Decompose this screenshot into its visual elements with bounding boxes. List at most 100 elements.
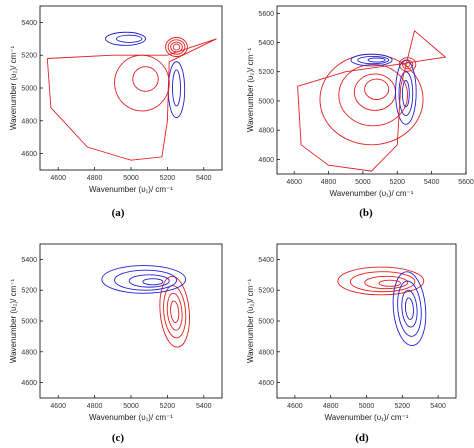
y-tick-label: 5000 xyxy=(258,98,274,105)
contour-area xyxy=(101,265,190,348)
panel-caption: (d) xyxy=(355,432,369,444)
panel-2: 4600 4800 5000 5200 5400 5600 4600 4800 5000 5200… xyxy=(246,5,474,219)
y-tick-label: 4600 xyxy=(21,151,37,158)
positive-contour xyxy=(46,38,217,161)
y-tick-label: 4600 xyxy=(258,157,274,164)
positive-contour xyxy=(378,279,401,287)
y-tick-label: 5200 xyxy=(258,288,274,295)
y-axis-label: Wavenumber (υ₂)/ cm⁻¹ xyxy=(9,46,18,131)
x-tick-label: 5200 xyxy=(389,179,405,186)
plot-frame xyxy=(39,5,223,171)
y-tick-label: 4800 xyxy=(258,349,274,356)
negative-contour xyxy=(172,69,181,107)
positive-contour xyxy=(165,37,188,57)
panel-caption: (c) xyxy=(112,432,125,444)
y-tick-label: 5400 xyxy=(258,257,274,264)
x-tick-label: 5400 xyxy=(196,403,212,410)
x-tick-label: 5200 xyxy=(395,403,411,410)
x-tick-label: 5400 xyxy=(424,179,440,186)
x-tick-label: 5000 xyxy=(123,403,139,410)
panel-4: 4600 4800 5000 5200 5400 4600 4800 5000 5200 5400… xyxy=(246,243,457,444)
positive-contour xyxy=(364,275,409,290)
x-tick-label: 4600 xyxy=(286,179,302,186)
y-tick-label: 5400 xyxy=(21,20,37,27)
y-tick-label: 5000 xyxy=(21,86,37,93)
plot-frame xyxy=(276,5,467,175)
x-tick-label: 4800 xyxy=(323,403,339,410)
y-tick-label: 5000 xyxy=(258,319,274,326)
positive-contour xyxy=(349,271,416,293)
positive-contour xyxy=(159,276,190,348)
negative-contour xyxy=(392,271,427,346)
x-tick-label: 5200 xyxy=(160,403,176,410)
x-tick-label: 5000 xyxy=(359,403,375,410)
x-tick-label: 4800 xyxy=(87,175,103,182)
negative-contour xyxy=(357,55,390,65)
y-tick-label: 4600 xyxy=(21,380,37,387)
negative-contour xyxy=(105,31,147,46)
negative-contour xyxy=(115,34,143,43)
y-tick-label: 5200 xyxy=(21,53,37,60)
x-tick-label: 5400 xyxy=(430,403,446,410)
x-axis-label: Wavenumber (υ₁)/ cm⁻¹ xyxy=(89,185,173,194)
x-tick-label: 5600 xyxy=(458,179,474,186)
plot-frame xyxy=(276,243,457,399)
y-tick-label: 4800 xyxy=(258,128,274,135)
contour-area xyxy=(337,266,427,346)
positive-contour xyxy=(132,66,159,92)
x-tick-label: 5000 xyxy=(123,175,139,182)
plot-frame xyxy=(39,243,223,399)
negative-contour xyxy=(401,80,410,108)
x-axis-label: Wavenumber (υ₁)/ cm⁻¹ xyxy=(325,413,409,422)
negative-contour xyxy=(401,289,418,328)
contour-area xyxy=(46,31,217,161)
y-tick-label: 4600 xyxy=(258,380,274,387)
y-tick-label: 5000 xyxy=(21,319,37,326)
positive-contour xyxy=(297,29,447,172)
positive-contour xyxy=(364,78,390,100)
negative-contour xyxy=(398,71,414,117)
panel-caption: (a) xyxy=(112,207,125,219)
positive-contour xyxy=(172,43,181,51)
negative-contour xyxy=(350,53,393,67)
y-tick-label: 4800 xyxy=(21,118,37,125)
x-tick-label: 4800 xyxy=(321,179,337,186)
x-tick-label: 5000 xyxy=(355,179,371,186)
x-tick-label: 5200 xyxy=(160,175,176,182)
y-axis-label: Wavenumber (υ₂)/ cm⁻¹ xyxy=(9,279,18,364)
negative-contour xyxy=(114,269,177,291)
panel-1: 4600 4800 5000 5200 5400 4600 4800 5000 5200 5400… xyxy=(9,5,223,219)
negative-contour xyxy=(367,57,386,63)
positive-contour xyxy=(337,266,425,296)
panel-caption: (b) xyxy=(359,207,373,219)
negative-contour xyxy=(404,297,414,320)
y-axis-label: Wavenumber (υ₂)/ cm⁻¹ xyxy=(246,279,255,364)
positive-contour xyxy=(163,285,187,339)
y-tick-label: 5200 xyxy=(258,69,274,76)
y-tick-label: 5400 xyxy=(21,257,37,264)
positive-contour xyxy=(167,39,186,55)
y-tick-label: 5200 xyxy=(21,288,37,295)
positive-contour xyxy=(170,300,180,323)
x-axis-label: Wavenumber (υ₁)/ cm⁻¹ xyxy=(330,189,414,198)
y-tick-label: 5400 xyxy=(258,40,274,47)
positive-contour xyxy=(166,292,183,331)
x-axis-label: Wavenumber (υ₁)/ cm⁻¹ xyxy=(89,413,173,422)
contour-area xyxy=(297,29,447,172)
positive-contour xyxy=(114,54,170,112)
panel-3: 4600 4800 5000 5200 5400 4600 4800 5000 5200 5400… xyxy=(9,243,223,444)
negative-contour xyxy=(142,278,164,286)
y-axis-label: Wavenumber (υ₂)/ cm⁻¹ xyxy=(246,48,255,133)
negative-contour xyxy=(101,265,187,294)
x-tick-label: 4800 xyxy=(87,403,103,410)
y-tick-label: 4800 xyxy=(21,349,37,356)
negative-contour xyxy=(397,280,422,337)
y-tick-label: 5600 xyxy=(258,11,274,18)
negative-contour xyxy=(395,59,417,125)
negative-contour xyxy=(128,274,170,288)
x-tick-label: 4600 xyxy=(50,175,66,182)
positive-contour xyxy=(338,63,409,127)
x-tick-label: 5400 xyxy=(196,175,212,182)
x-tick-label: 4600 xyxy=(50,403,66,410)
